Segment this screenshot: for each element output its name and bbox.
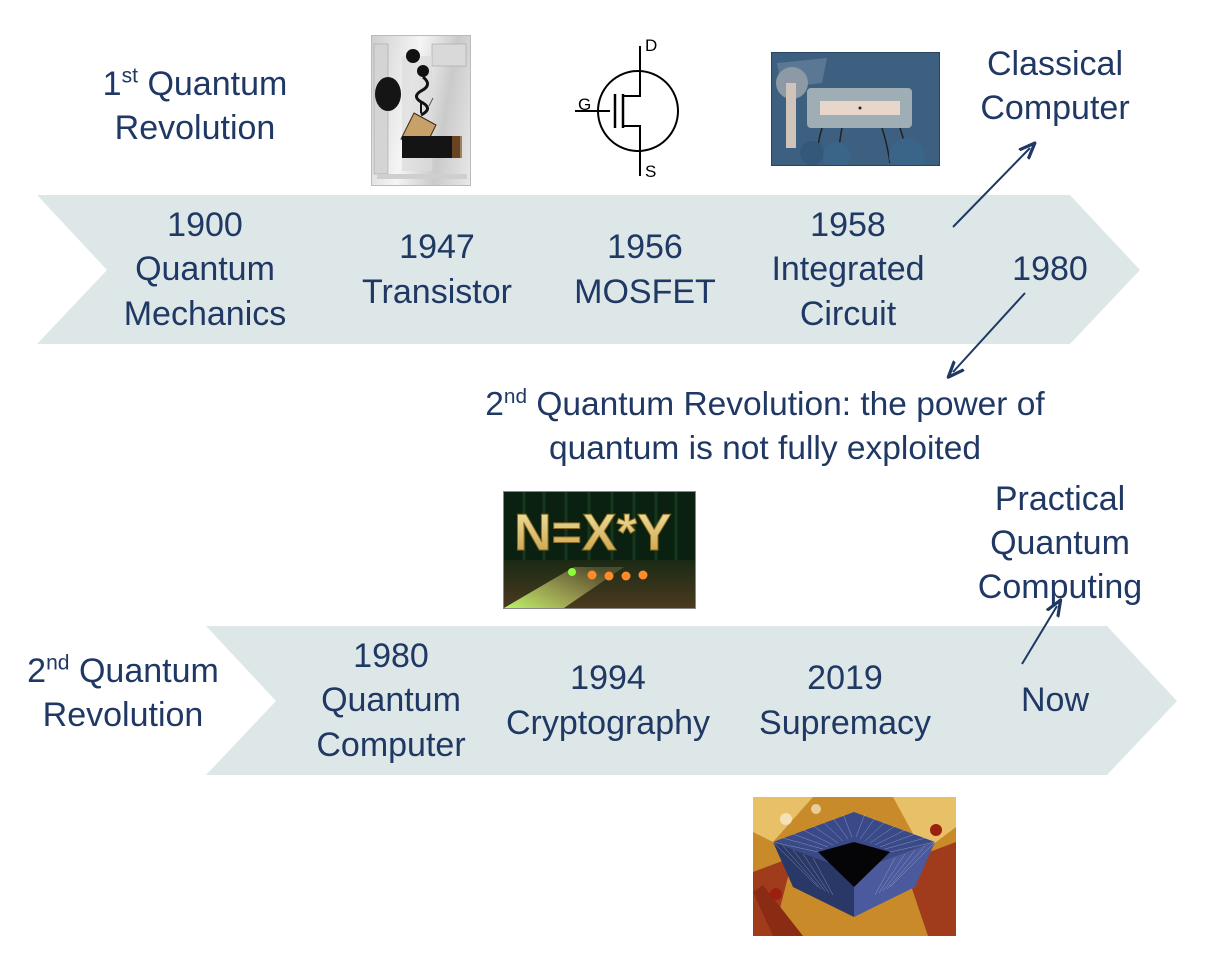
- svg-text:N=X*Y: N=X*Y: [514, 504, 672, 562]
